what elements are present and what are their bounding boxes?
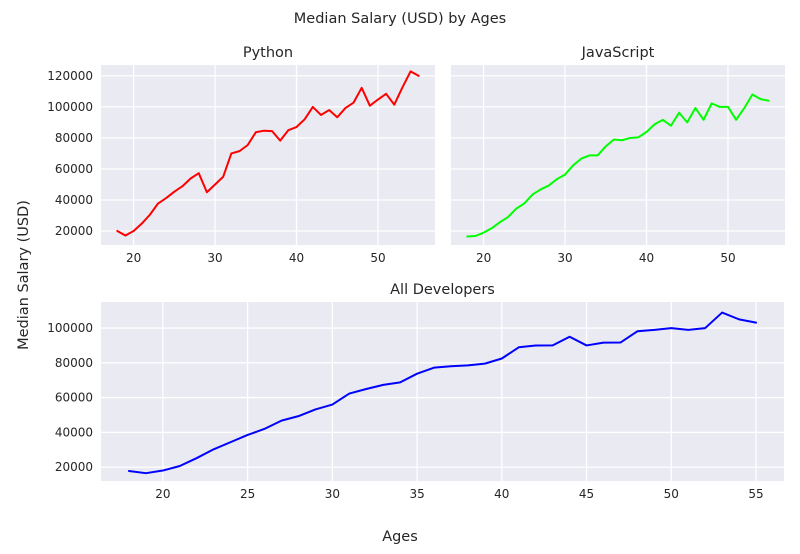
all-developers-y-tick-label: 100000 — [47, 321, 93, 335]
javascript-subplot: 20 30 40 50 JavaScript — [451, 45, 785, 265]
javascript-x-tick-label: 20 — [476, 251, 491, 265]
javascript-salary-line — [466, 93, 770, 238]
all-developers-x-ticks: 20 25 30 35 40 45 50 55 — [155, 487, 763, 501]
python-x-tick-label: 40 — [289, 251, 304, 265]
python-x-tick-label: 20 — [126, 251, 141, 265]
all-developers-x-tick-label: 55 — [748, 487, 763, 501]
all-developers-subplot: 20 25 30 35 40 45 50 55 20000 40000 60000 80000 100… — [47, 282, 784, 501]
python-y-ticks: 20000 40000 60000 80000 100000 120000 — [47, 69, 93, 238]
all-developers-x-tick-label: 45 — [579, 487, 594, 501]
javascript-title: JavaScript — [581, 45, 655, 61]
all-developers-x-tick-label: 20 — [155, 487, 170, 501]
javascript-gridlines — [451, 65, 785, 245]
all-developers-y-ticks: 20000 40000 60000 80000 100000 — [47, 321, 93, 474]
all-developers-x-tick-label: 40 — [494, 487, 509, 501]
all-developers-x-tick-label: 35 — [409, 487, 424, 501]
all-developers-y-tick-label: 60000 — [55, 391, 93, 405]
figure-x-label: Ages — [382, 529, 418, 545]
javascript-plot-area — [451, 65, 785, 245]
python-salary-line — [116, 70, 420, 237]
python-x-ticks: 20 30 40 50 — [126, 251, 386, 265]
figure-y-label: Median Salary (USD) — [16, 200, 32, 350]
python-gridlines — [101, 65, 435, 245]
python-plot-area — [101, 65, 435, 245]
all-developers-y-tick-label: 20000 — [55, 460, 93, 474]
all-developers-plot-area — [101, 302, 784, 481]
python-y-tick-label: 40000 — [55, 193, 93, 207]
all-developers-x-tick-label: 50 — [664, 487, 679, 501]
python-title: Python — [243, 45, 293, 61]
python-x-tick-label: 30 — [207, 251, 222, 265]
all-developers-y-tick-label: 80000 — [55, 356, 93, 370]
all-developers-x-tick-label: 30 — [325, 487, 340, 501]
python-subplot: 20 30 40 50 20000 40000 60000 80000 100000 12000… — [47, 45, 435, 265]
javascript-x-ticks: 20 30 40 50 — [476, 251, 736, 265]
javascript-x-tick-label: 50 — [720, 251, 735, 265]
python-x-tick-label: 50 — [370, 251, 385, 265]
figure-title: Median Salary (USD) by Ages — [294, 11, 506, 27]
javascript-x-tick-label: 30 — [557, 251, 572, 265]
all-developers-x-tick-label: 25 — [240, 487, 255, 501]
python-y-tick-label: 80000 — [55, 131, 93, 145]
python-y-tick-label: 100000 — [47, 100, 93, 114]
all-developers-title: All Developers — [390, 282, 495, 298]
python-y-tick-label: 20000 — [55, 224, 93, 238]
python-y-tick-label: 120000 — [47, 69, 93, 83]
all-developers-salary-line — [127, 311, 758, 475]
javascript-x-tick-label: 40 — [639, 251, 654, 265]
python-y-tick-label: 60000 — [55, 162, 93, 176]
all-developers-y-tick-label: 40000 — [55, 425, 93, 439]
